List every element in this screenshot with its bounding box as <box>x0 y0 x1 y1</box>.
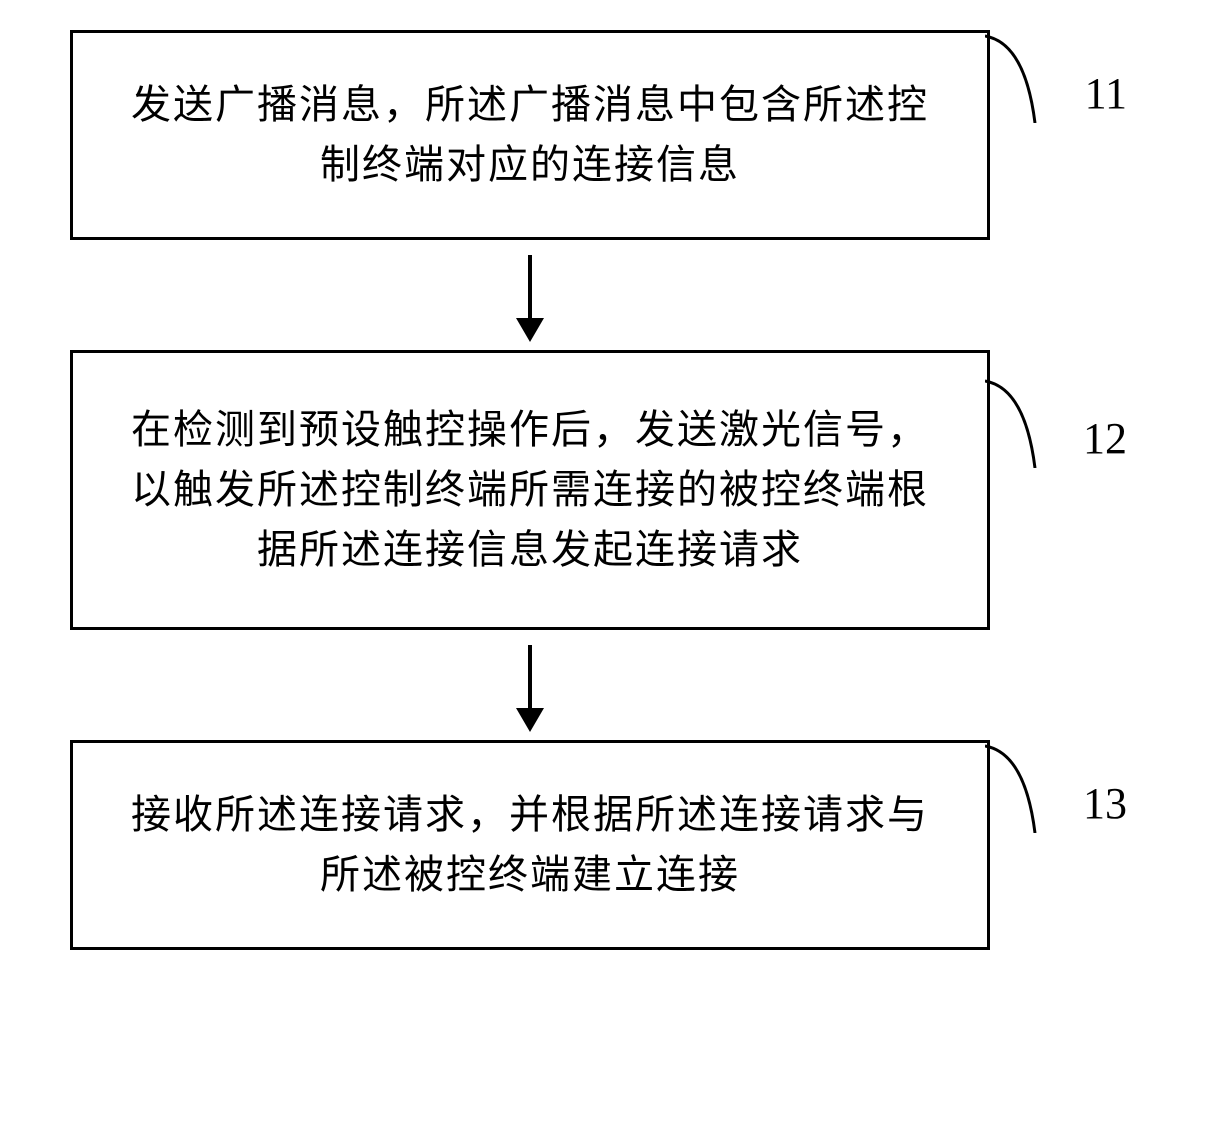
connector-curve-3 <box>985 743 1045 833</box>
step-2-label: 12 <box>1083 413 1127 464</box>
flow-step-3: 接收所述连接请求，并根据所述连接请求与所述被控终端建立连接 13 <box>70 740 990 950</box>
flow-step-2: 在检测到预设触控操作后，发送激光信号，以触发所述控制终端所需连接的被控终端根据所… <box>70 350 990 630</box>
step-2-text: 在检测到预设触控操作后，发送激光信号，以触发所述控制终端所需连接的被控终端根据所… <box>113 400 947 580</box>
arrow-head <box>516 708 544 732</box>
step-3-label: 13 <box>1083 778 1127 829</box>
arrow-2-to-3 <box>70 630 990 740</box>
flow-step-1: 发送广播消息，所述广播消息中包含所述控制终端对应的连接信息 11 <box>70 30 990 240</box>
arrow-head <box>516 318 544 342</box>
connector-curve-2 <box>985 378 1045 468</box>
connector-curve-1 <box>985 33 1045 123</box>
flowchart-container: 发送广播消息，所述广播消息中包含所述控制终端对应的连接信息 11 在检测到预设触… <box>70 30 1150 950</box>
arrow-1-to-2 <box>70 240 990 350</box>
step-1-label: 11 <box>1085 68 1127 119</box>
step-1-text: 发送广播消息，所述广播消息中包含所述控制终端对应的连接信息 <box>113 75 947 195</box>
step-3-text: 接收所述连接请求，并根据所述连接请求与所述被控终端建立连接 <box>113 785 947 905</box>
